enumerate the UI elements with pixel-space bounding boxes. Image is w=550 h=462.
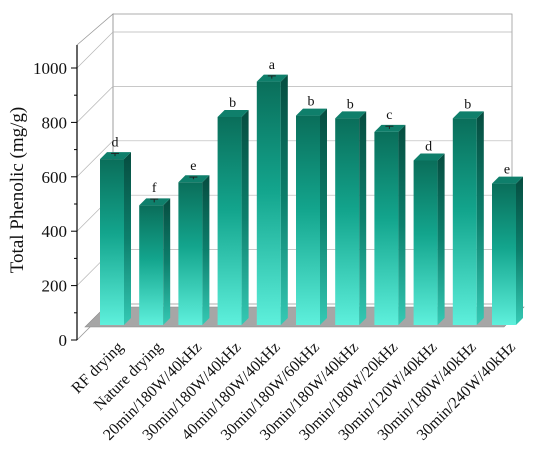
y-tick-label: 800 [42,113,68,132]
bar-front [492,183,516,325]
bar-front [256,81,281,325]
bar-top [413,153,445,161]
significance-label: b [464,97,471,112]
bar-front [296,115,320,325]
bar-top [335,111,367,119]
significance-label: d [112,135,119,150]
bar: f [139,181,171,325]
bar-side [124,152,131,325]
gridline-side [76,86,114,123]
significance-label: b [347,97,354,112]
bar-front [178,182,203,325]
significance-label: c [386,108,392,123]
bar-front [139,205,164,325]
bar-side [516,176,523,325]
bar: c [374,108,406,325]
significance-label: a [269,58,276,73]
bar-top [217,109,249,117]
bar-front [413,160,438,325]
y-tick-label: 0 [59,331,68,350]
bar: b [296,95,327,325]
y-tick-label: 1000 [33,59,67,78]
bar-front [217,116,242,326]
bar-front [452,118,477,325]
bar-side [359,111,367,325]
bars: d f e b a b b c d b e [100,58,523,326]
y-axis-title: Total Phenolic (mg/g) [7,107,28,273]
bar: b [217,96,249,326]
bar-side [202,175,210,325]
significance-label: e [504,163,510,178]
y-tick-label: 400 [42,222,68,241]
significance-label: e [190,159,196,174]
bar: e [178,159,210,325]
gridline-side [76,140,114,178]
bar-side [320,108,327,325]
bar-front [100,159,124,325]
significance-label: d [425,139,432,154]
bar: d [100,135,131,325]
bar-top [296,108,327,116]
bar: b [335,97,367,325]
y-axis: 0 200 400 600 800 1000 [33,45,78,350]
bar-side [241,109,249,326]
bar-side [398,124,406,325]
y-tick-label: 200 [42,277,68,296]
bar-side [163,198,171,325]
bar-top [492,176,523,184]
y-tick-label: 600 [42,168,68,187]
significance-label: b [308,95,315,110]
bar: e [492,163,523,325]
bar-front [374,131,399,325]
bar: a [256,58,288,325]
bar-side [476,111,484,325]
bar-front [335,118,360,325]
bar-side [280,74,288,325]
gridline-side [76,31,114,69]
significance-label: f [152,181,157,196]
bar-top [452,111,484,119]
significance-label: b [229,96,236,111]
bar-side [437,153,445,325]
bar: d [413,139,445,325]
bar: b [452,97,484,325]
